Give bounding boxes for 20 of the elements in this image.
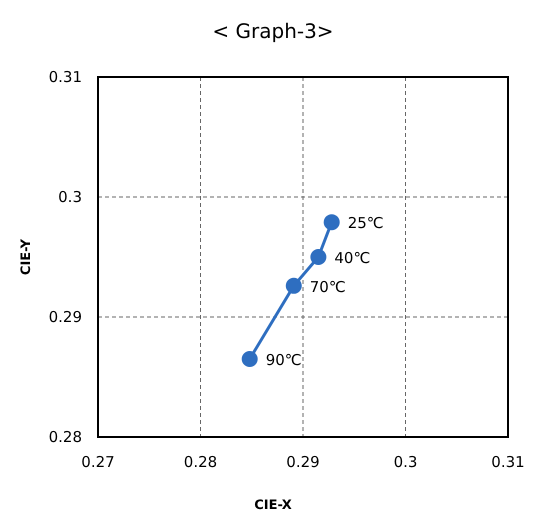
y-axis-title: CIE-Y [19,238,34,276]
y-tick-label: 0.28 [48,428,82,446]
point [324,214,340,230]
annotation: 90℃ [266,351,302,369]
x-tick-label: 0.3 [394,453,418,471]
point [310,249,326,265]
x-tick-label: 0.31 [491,453,525,471]
x-tick-label: 0.27 [81,453,115,471]
y-tick-label: 0.3 [58,188,82,206]
x-tick-label: 0.29 [286,453,320,471]
annotation: 70℃ [310,278,346,296]
y-tick-label: 0.29 [48,308,82,326]
annotation: 40℃ [334,249,370,267]
annotation: 25℃ [348,214,384,232]
point [242,351,258,367]
chart-title: < Graph-3> [212,19,334,43]
x-tick-label: 0.28 [184,453,218,471]
x-axis-title: CIE-X [254,498,292,513]
y-tick-label: 0.31 [48,68,82,86]
point [286,278,302,294]
